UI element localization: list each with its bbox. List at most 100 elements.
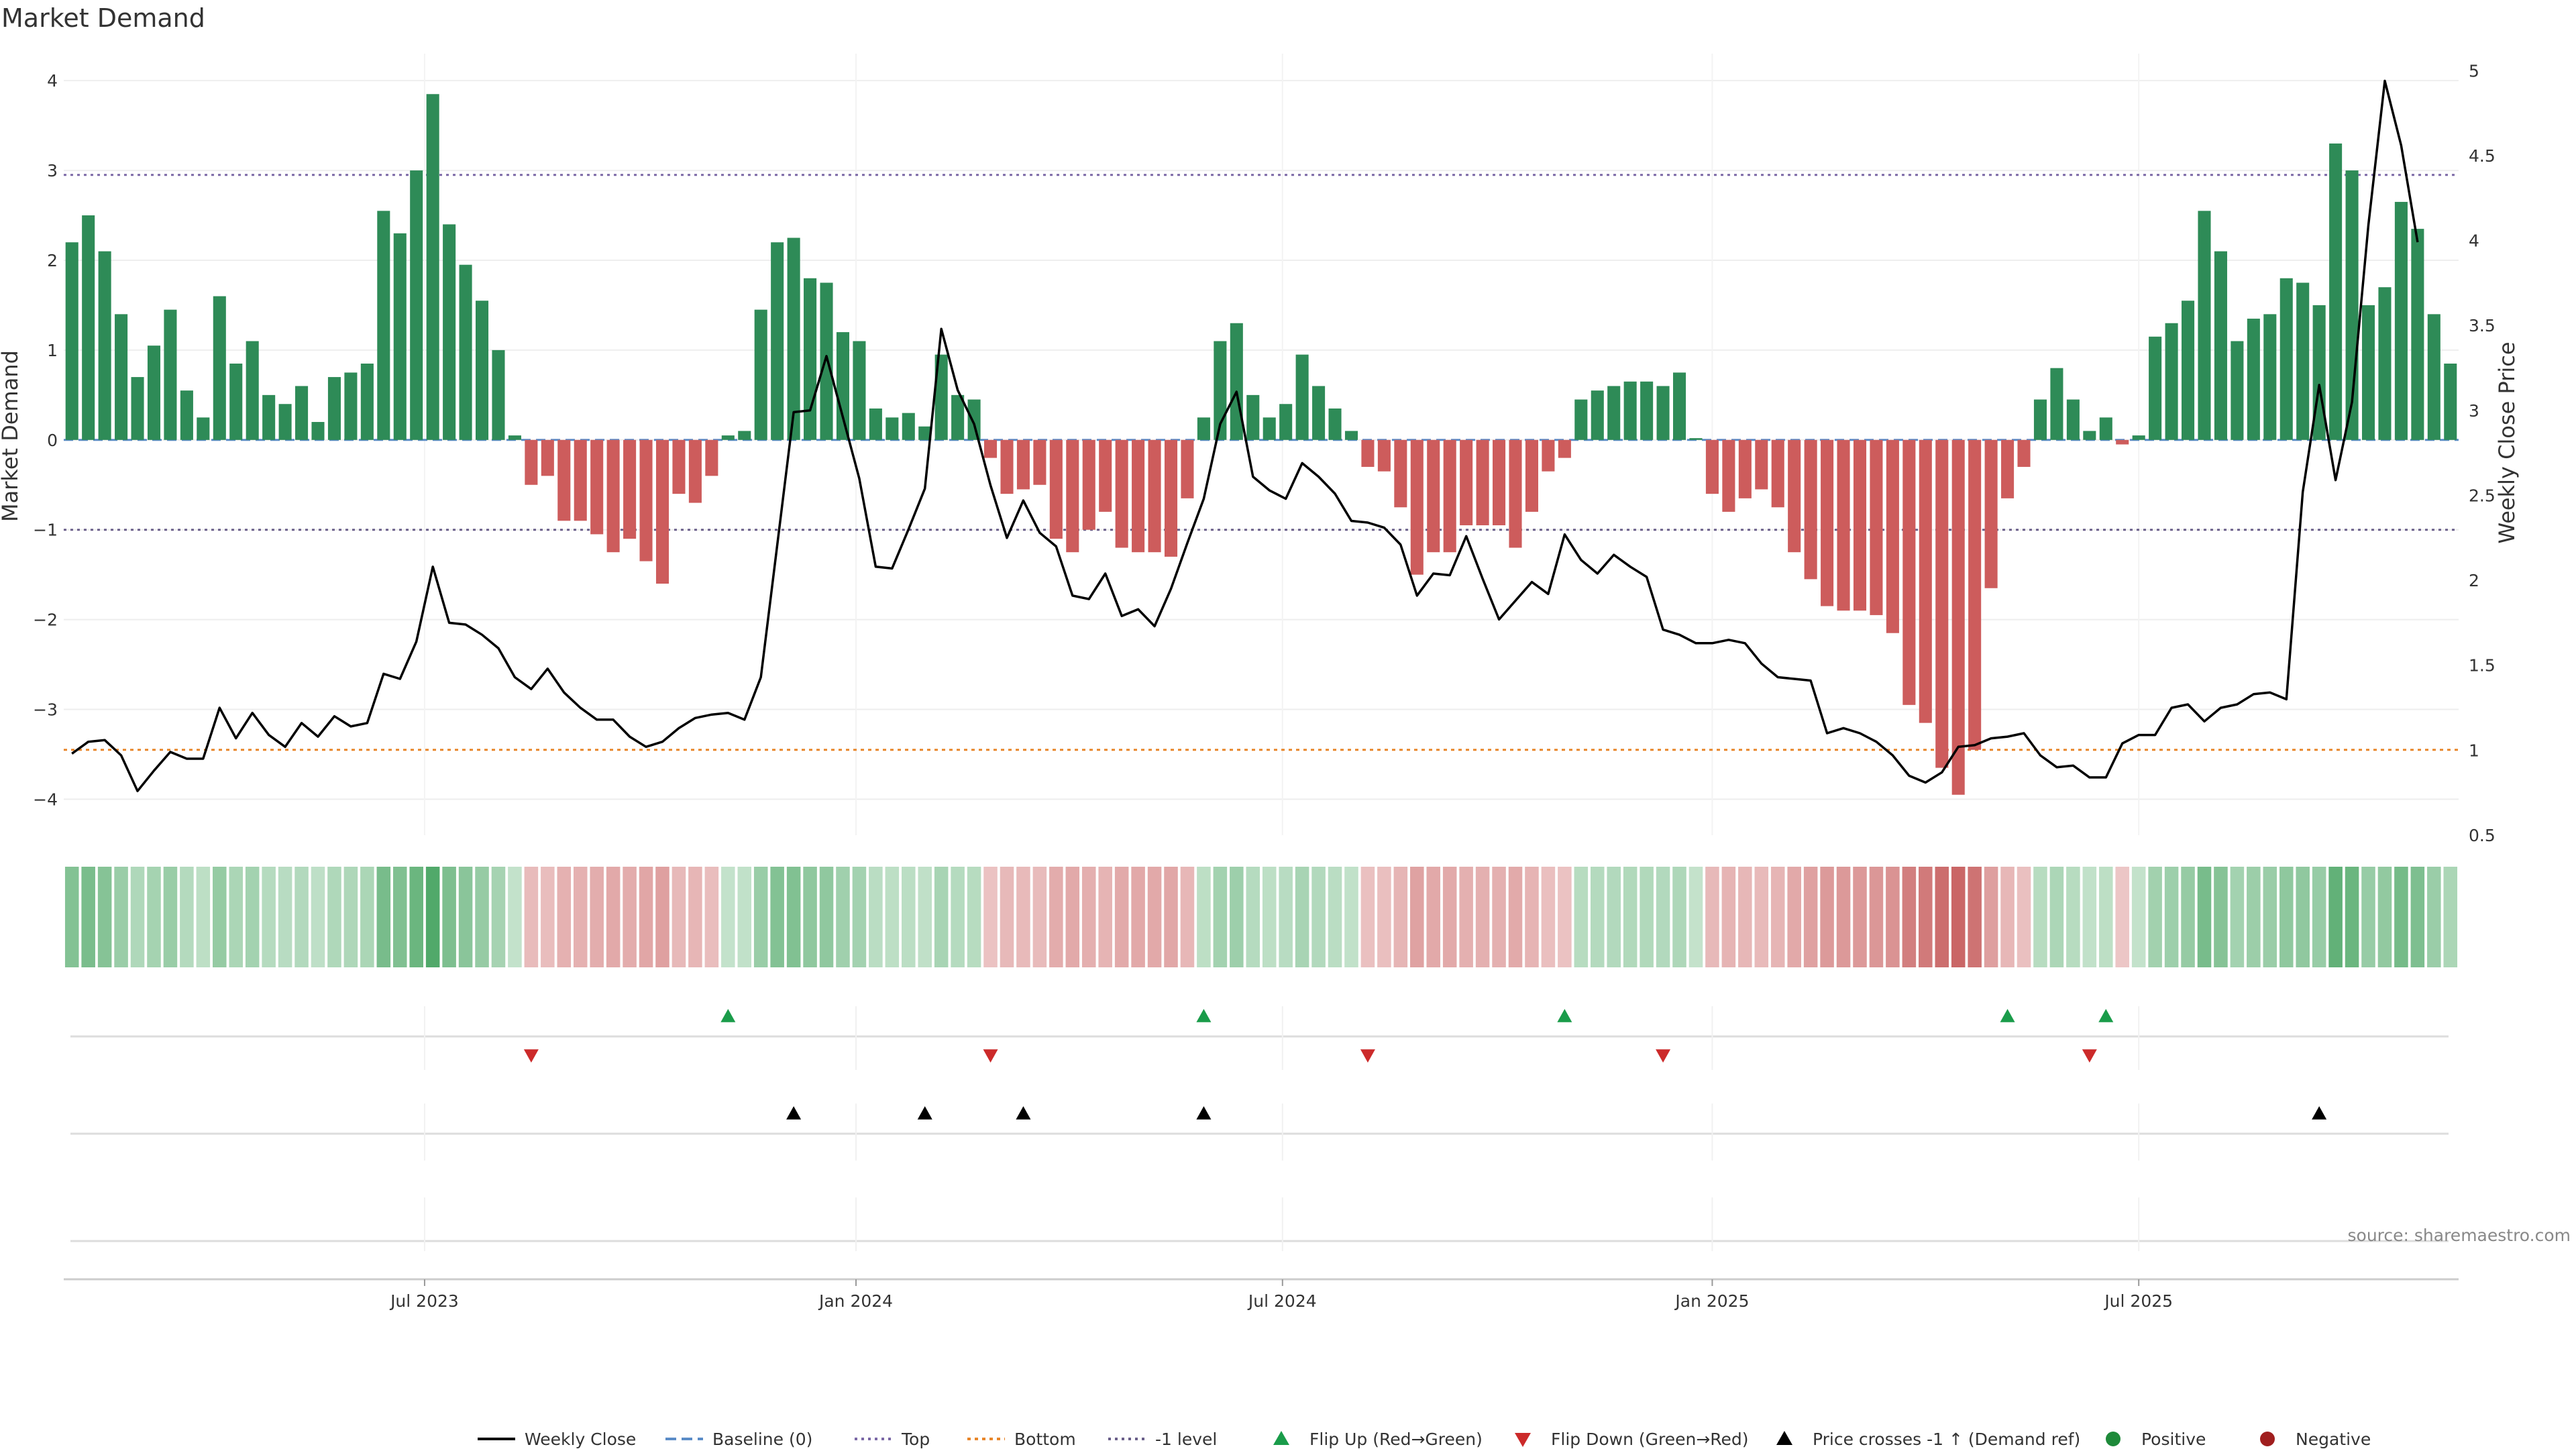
demand-bar	[2198, 211, 2211, 440]
heat-cell	[327, 867, 341, 967]
heat-cell	[590, 867, 604, 967]
demand-bar	[1132, 439, 1145, 553]
demand-bar	[2394, 201, 2408, 440]
heat-cell	[1656, 867, 1670, 967]
demand-bar	[1919, 439, 1932, 723]
main-panel-grid	[64, 54, 2459, 835]
heat-cell	[1820, 867, 1834, 967]
heat-cell	[541, 867, 555, 967]
left-y-tick-label: −1	[33, 521, 58, 540]
heat-cell	[1230, 867, 1244, 967]
weekly-close-series	[71, 79, 2419, 792]
heat-cell	[1410, 867, 1424, 967]
price-cross-marker	[1196, 1106, 1212, 1120]
heat-cell	[278, 867, 292, 967]
demand-bar	[2214, 251, 2227, 440]
heat-cell	[1623, 867, 1638, 967]
flip-up-marker	[720, 1009, 736, 1022]
heat-cell	[1164, 867, 1178, 967]
demand-bar	[98, 251, 111, 440]
demand-bar	[1460, 439, 1473, 526]
legend-label: Weekly Close	[525, 1430, 636, 1449]
demand-bar	[853, 341, 866, 440]
demand-bar	[1148, 439, 1161, 553]
demand-bar	[885, 417, 899, 440]
heat-cell	[1131, 867, 1145, 967]
demand-bar	[2182, 301, 2195, 440]
demand-bar	[115, 314, 128, 440]
demand-bar	[1853, 439, 1867, 611]
demand-bar	[1722, 439, 1735, 512]
demand-bar	[902, 413, 915, 440]
heat-cell	[688, 867, 702, 967]
heat-cell	[1147, 867, 1162, 967]
legend-label: Baseline (0)	[712, 1430, 812, 1449]
heat-cell	[147, 867, 161, 967]
heat-cell	[1590, 867, 1605, 967]
demand-bar	[1493, 439, 1506, 526]
demand-bar	[1968, 439, 1982, 750]
demand-bar	[2165, 323, 2178, 440]
demand-bar	[1295, 354, 1309, 440]
heat-cell	[967, 867, 981, 967]
heat-cell	[458, 867, 473, 967]
demand-bar	[1410, 439, 1424, 575]
right-y-tick-label: 0.5	[2469, 826, 2496, 845]
demand-bar	[2083, 431, 2096, 440]
heat-cell	[376, 867, 391, 967]
weekly-close-line	[71, 79, 2419, 792]
heat-cell	[2377, 867, 2392, 967]
demand-bar	[2033, 399, 2047, 440]
demand-bar	[377, 211, 390, 440]
demand-bar	[1607, 386, 1621, 440]
demand-bar	[1672, 372, 1686, 440]
flip-down-marker	[2082, 1049, 2097, 1063]
heat-cell	[180, 867, 194, 967]
demand-bar	[360, 363, 374, 440]
demand-bar	[2361, 305, 2375, 440]
demand-bar	[492, 350, 505, 440]
legend-item-minus-one: -1 level	[1108, 1430, 1217, 1449]
legend-item-price-cross: Price crosses -1 ↑ (Demand ref)	[1776, 1430, 2080, 1449]
signal-panels	[70, 1006, 2449, 1251]
heat-cell	[819, 867, 834, 967]
demand-bar	[1755, 439, 1768, 490]
heat-cell	[392, 867, 407, 967]
right-y-tick-label: 3.5	[2469, 316, 2496, 335]
heat-cell	[1246, 867, 1260, 967]
demand-bar	[2378, 287, 2392, 440]
demand-bar	[1738, 439, 1752, 498]
demand-bar	[1115, 439, 1128, 548]
demand-bar	[2132, 435, 2145, 440]
demand-bar	[1623, 381, 1637, 440]
demand-bar	[164, 309, 177, 440]
heat-cell	[1886, 867, 1900, 967]
heat-cell	[475, 867, 489, 967]
demand-bar	[541, 439, 554, 476]
legend-item-positive: Positive	[2106, 1430, 2206, 1449]
demand-bar	[2149, 336, 2162, 440]
demand-bar	[1066, 439, 1079, 553]
demand-bar	[1049, 439, 1063, 539]
right-y-tick-label: 4	[2469, 231, 2479, 251]
demand-bar	[1328, 408, 1342, 440]
heat-cell	[918, 867, 932, 967]
demand-bar	[1951, 439, 1965, 795]
demand-bar	[327, 377, 341, 440]
demand-bar	[574, 439, 587, 521]
heat-cell	[1459, 867, 1473, 967]
demand-bar	[2296, 282, 2310, 440]
demand-bar	[1476, 439, 1489, 526]
demand-bar	[623, 439, 637, 539]
demand-bar	[1443, 439, 1456, 553]
demand-bar	[672, 439, 686, 494]
demand-bar	[1542, 439, 1555, 472]
heat-cell	[2394, 867, 2408, 967]
demand-bar	[2279, 278, 2293, 440]
flip-down-marker	[523, 1049, 539, 1063]
heat-cell	[1475, 867, 1490, 967]
heat-cell	[852, 867, 867, 967]
demand-bar	[1640, 381, 1654, 440]
demand-bar	[2427, 314, 2440, 440]
demand-bar	[508, 435, 521, 440]
